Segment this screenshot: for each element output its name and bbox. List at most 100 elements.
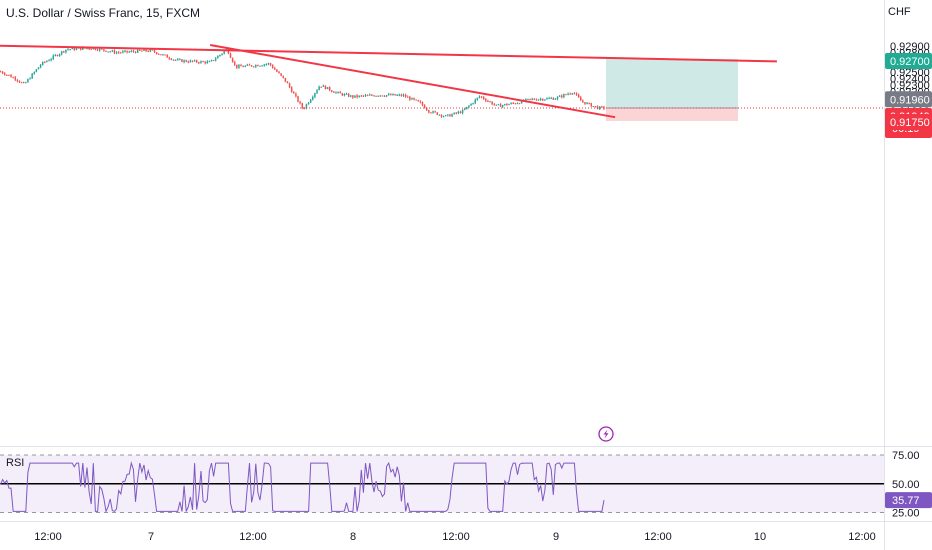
- stop-zone: [606, 108, 738, 121]
- candle-body: [577, 94, 580, 98]
- previous-close-tag-bg: [885, 91, 932, 108]
- candle-body: [52, 55, 54, 59]
- candle-body: [166, 54, 168, 58]
- candle-body: [360, 95, 363, 97]
- candle-body: [592, 106, 595, 108]
- candle-body: [206, 61, 209, 64]
- candle-body: [73, 47, 76, 50]
- candle-body: [501, 105, 504, 107]
- stop-price-tag-bg: [885, 113, 932, 130]
- candle-body: [195, 60, 198, 63]
- candle-body: [510, 102, 512, 105]
- candle-body: [440, 114, 443, 117]
- candle-body: [88, 48, 90, 50]
- candle-body: [449, 114, 451, 117]
- time-tick-label: 12:00: [442, 531, 470, 543]
- candle-body: [60, 51, 63, 55]
- candle-body: [293, 92, 295, 94]
- candle-body: [470, 103, 472, 106]
- candle-body: [191, 60, 194, 62]
- candle-body: [299, 101, 301, 104]
- candle-body: [12, 77, 14, 79]
- candle-body: [141, 50, 143, 52]
- candle-body: [204, 61, 206, 64]
- candle-body: [535, 99, 538, 101]
- candle-body: [221, 53, 223, 55]
- candle-body: [582, 100, 584, 103]
- candle-body: [94, 47, 97, 50]
- candle-body: [575, 93, 578, 95]
- candle-body: [3, 73, 6, 75]
- candle-body: [274, 67, 276, 70]
- candle-body: [366, 95, 369, 97]
- candle-body: [267, 63, 270, 65]
- candle-body: [233, 62, 236, 65]
- candle-body: [31, 73, 33, 79]
- candle-body: [417, 100, 420, 102]
- candle-body: [331, 90, 333, 92]
- candle-body: [409, 96, 411, 100]
- candle-body: [86, 48, 88, 50]
- candle-body: [214, 58, 217, 61]
- candle-body: [430, 112, 432, 114]
- candle-body: [493, 104, 495, 106]
- candle-body: [134, 51, 137, 53]
- candle-body: [476, 97, 479, 100]
- previous-close-tag: 0.91960: [890, 94, 930, 106]
- candle-body: [109, 51, 111, 53]
- candle-body: [124, 50, 126, 52]
- candle-body: [303, 108, 306, 110]
- candle-body: [288, 83, 291, 88]
- candle-body: [257, 65, 259, 67]
- candle-body: [404, 94, 407, 97]
- candle-body: [563, 94, 565, 98]
- lightning-icon[interactable]: [598, 426, 614, 442]
- candle-body: [383, 95, 386, 97]
- candle-body: [240, 65, 242, 67]
- candle-body: [358, 95, 360, 98]
- candle-body: [345, 93, 348, 95]
- candle-body: [172, 59, 175, 61]
- candle-body: [25, 82, 27, 84]
- candle-body: [550, 98, 552, 100]
- candle-body: [193, 60, 196, 62]
- candle-body: [584, 102, 586, 105]
- candle-body: [149, 49, 152, 52]
- candle-body: [309, 99, 312, 103]
- candle-body: [14, 77, 17, 80]
- candle-body: [489, 101, 491, 103]
- candle-body: [402, 94, 405, 96]
- candle-body: [312, 96, 314, 100]
- candle-body: [56, 55, 59, 57]
- candle-body: [244, 65, 247, 67]
- target-price-tag-bg: [885, 53, 932, 70]
- candle-body: [371, 94, 373, 96]
- candle-body: [438, 114, 441, 116]
- candle-body: [219, 54, 221, 57]
- candle-body: [352, 95, 354, 98]
- candle-body: [447, 114, 449, 116]
- candle-body: [459, 111, 462, 114]
- candle-body: [398, 94, 401, 96]
- candle-body: [69, 49, 71, 51]
- candle-body: [428, 110, 430, 113]
- time-tick-label: 12:00: [848, 531, 876, 543]
- candle-body: [369, 94, 371, 96]
- candle-body: [145, 49, 147, 52]
- candle-body: [79, 47, 82, 50]
- stop-price-tag: 0.91750: [890, 117, 930, 129]
- candle-body: [305, 104, 308, 109]
- candle-body: [474, 99, 476, 104]
- candle-body: [343, 94, 346, 96]
- candle-body: [520, 100, 523, 104]
- candle-body: [552, 98, 555, 100]
- candle-body: [1, 71, 4, 74]
- candle-body: [98, 48, 101, 51]
- candle-body: [286, 81, 289, 84]
- candle-body: [252, 66, 255, 68]
- candle-body: [537, 99, 540, 101]
- candle-body: [210, 60, 213, 62]
- candle-body: [16, 79, 19, 81]
- rsi-value-tag-bg: [885, 492, 932, 509]
